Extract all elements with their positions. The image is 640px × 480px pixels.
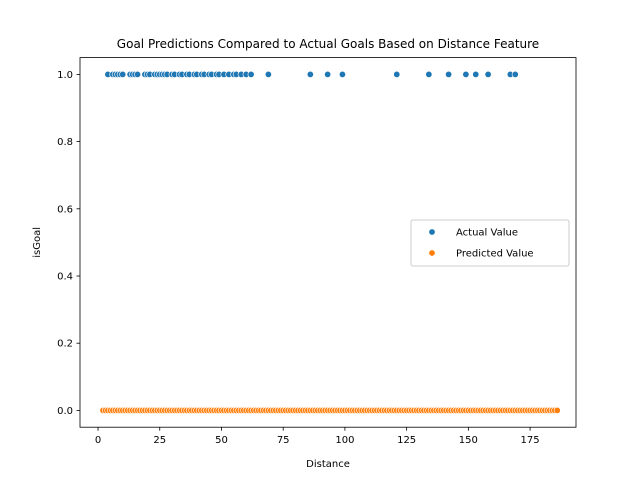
actual-point bbox=[425, 70, 433, 78]
y-tick-label: 0.0 bbox=[57, 406, 73, 417]
actual-point bbox=[264, 70, 272, 78]
x-tick-label: 175 bbox=[521, 435, 540, 446]
y-tick-label: 0.4 bbox=[57, 272, 73, 283]
x-axis-label: Distance bbox=[306, 459, 350, 470]
actual-point bbox=[119, 70, 127, 78]
actual-point bbox=[134, 70, 142, 78]
chart-title: Goal Predictions Compared to Actual Goal… bbox=[117, 37, 539, 51]
legend-label-predicted: Predicted Value bbox=[456, 249, 534, 260]
series-0 bbox=[104, 70, 519, 78]
actual-point bbox=[247, 70, 255, 78]
y-tick-label: 0.6 bbox=[57, 204, 73, 215]
series-1 bbox=[99, 406, 561, 414]
legend-marker-actual bbox=[428, 228, 436, 236]
legend-label-actual: Actual Value bbox=[456, 228, 518, 239]
x-tick-label: 75 bbox=[277, 435, 290, 446]
points-layer bbox=[99, 70, 561, 414]
actual-point bbox=[306, 70, 314, 78]
actual-point bbox=[511, 70, 519, 78]
x-tick-label: 125 bbox=[397, 435, 416, 446]
x-tick-label: 100 bbox=[335, 435, 354, 446]
predicted-point bbox=[553, 406, 561, 414]
actual-point bbox=[472, 70, 480, 78]
y-axis-label: isGoal bbox=[32, 227, 43, 258]
x-tick-label: 50 bbox=[215, 435, 228, 446]
actual-point bbox=[484, 70, 492, 78]
y-axis: 0.0 0.2 0.4 0.6 0.8 1.0 bbox=[57, 70, 80, 417]
legend: Actual Value Predicted Value bbox=[410, 219, 570, 267]
actual-point bbox=[462, 70, 470, 78]
x-tick-label: 0 bbox=[95, 435, 101, 446]
y-tick-label: 1.0 bbox=[57, 70, 73, 81]
actual-point bbox=[393, 70, 401, 78]
y-tick-label: 0.2 bbox=[57, 339, 73, 350]
legend-box bbox=[410, 219, 570, 267]
axes-frame bbox=[79, 57, 577, 428]
x-tick-label: 25 bbox=[153, 435, 166, 446]
actual-point bbox=[445, 70, 453, 78]
y-tick-label: 0.8 bbox=[57, 137, 73, 148]
actual-point bbox=[338, 70, 346, 78]
x-tick-label: 150 bbox=[459, 435, 478, 446]
actual-point bbox=[324, 70, 332, 78]
x-axis: 0 25 50 75 100 125 150 175 bbox=[95, 427, 540, 446]
legend-marker-predicted bbox=[428, 249, 436, 257]
